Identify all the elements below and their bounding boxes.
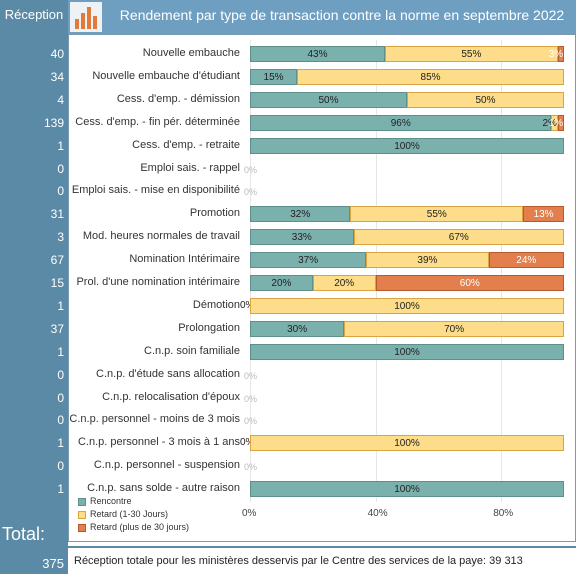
zero-value-label: 0% [244, 164, 258, 175]
category-label: Mod. heures normales de travail [82, 230, 240, 243]
zero-value-label: 0% [244, 462, 258, 473]
row-count: 1 [57, 298, 64, 313]
total-label: Total: [2, 524, 46, 544]
x-tick-label: 0% [242, 508, 257, 519]
row-count: 0 [57, 413, 64, 428]
bar-segment-3: 24% [488, 252, 564, 269]
footer-total-reception: Réception totale pour les ministères des… [68, 546, 576, 574]
row-count: 0 [57, 161, 64, 176]
category-label: Cess. d'emp. - retraite [132, 138, 240, 151]
row-count: 15 [50, 276, 64, 290]
gridline [375, 40, 377, 502]
bar-segment-1: 20% [250, 275, 313, 291]
category-label: Nomination Intérimaire [129, 253, 240, 266]
legend-swatch [78, 497, 86, 506]
row-count: 67 [50, 253, 64, 268]
category-label: Emploi sais. - mise en disponibilité [71, 184, 240, 197]
category-label: Prolongation [178, 321, 240, 334]
row-count: 0 [57, 390, 64, 405]
legend-swatch [78, 510, 86, 519]
row-count: 1 [57, 482, 64, 497]
category-label: C.n.p. personnel - moins de 3 mois [69, 413, 240, 426]
category-label: C.n.p. personnel - 3 mois à 1 ans [77, 436, 240, 449]
bar-segment-1: 50% [250, 91, 407, 108]
category-label: C.n.p. relocalisation d'époux [102, 390, 240, 403]
category-label: C.n.p. sans solde - autre raison [87, 482, 240, 495]
legend-swatch [78, 523, 86, 532]
zero-value-label: 0% [244, 393, 258, 404]
category-label: Cess. d'emp. - démission [116, 92, 240, 105]
left-count-column [0, 0, 68, 574]
legend-item: Rencontre [78, 496, 132, 506]
legend-item: Retard (plus de 30 jours) [78, 522, 189, 532]
x-tick-label: 80% [493, 508, 514, 519]
category-label: Prol. d'une nomination intérimaire [76, 276, 240, 288]
row-count: 1 [57, 344, 64, 359]
category-label: Emploi sais. - rappel [140, 161, 240, 174]
category-label: C.n.p. d'étude sans allocation [96, 367, 240, 380]
bar-segment-2: 39% [366, 252, 489, 269]
bar-segment-1: 15% [250, 68, 298, 85]
bar-segment-2: 50% [407, 91, 564, 108]
bar-segment-2: 85% [297, 68, 564, 85]
bar-segment-2: 55% [350, 206, 524, 223]
bar-segment-1: 0% [240, 298, 254, 314]
row-count: 139 [43, 115, 64, 130]
row-count: 3 [57, 230, 64, 245]
bar-segment-2: 55% [385, 46, 558, 62]
bar-segment-2: 70% [344, 320, 564, 337]
x-tick-label: 40% [367, 508, 388, 519]
bar-segment-1: 100% [250, 343, 564, 360]
zero-value-label: 0% [244, 187, 258, 198]
bar-segment-3: 3% [549, 46, 564, 62]
bar-segment-1: 30% [250, 320, 345, 337]
row-count: 31 [50, 207, 64, 222]
category-label: Nouvelle embauche d'étudiant [92, 69, 240, 82]
bar-segment-2: 100% [250, 297, 564, 314]
row-count: 37 [50, 321, 64, 336]
bar-segment-2: 100% [250, 435, 564, 452]
row-count: 4 [57, 92, 64, 107]
row-count: 0 [57, 184, 64, 199]
row-count: 1 [57, 436, 64, 451]
legend-item: Retard (1-30 Jours) [78, 509, 168, 519]
bar-segment-1: 33% [250, 229, 354, 246]
bar-segment-1: 37% [250, 252, 367, 269]
total-count: 375 [42, 556, 64, 571]
category-label: C.n.p. soin familiale [144, 344, 240, 357]
zero-value-label: 0% [244, 370, 258, 381]
bar-segment-3: 13% [523, 206, 564, 223]
legend-label: Retard (1-30 Jours) [90, 509, 169, 519]
legend-label: Retard (plus de 30 jours) [90, 522, 190, 532]
reception-label: Réception [4, 7, 64, 22]
category-label: Démotion [192, 298, 240, 311]
page-title: Rendement par type de transaction contre… [119, 7, 565, 23]
category-label: Nouvelle embauche [142, 47, 240, 59]
row-count: 34 [50, 69, 64, 84]
gridline [250, 40, 251, 502]
category-label: Cess. d'emp. - fin pér. déterminée [75, 115, 240, 128]
zero-value-label: 0% [244, 416, 258, 427]
row-count: 0 [57, 367, 64, 382]
bar-segment-3: 1% [549, 114, 564, 131]
category-label: C.n.p. personnel - suspension [93, 459, 240, 472]
bar-segment-1: 96% [250, 114, 552, 131]
bar-segment-1: 100% [250, 137, 564, 154]
category-label: Promotion [189, 207, 240, 220]
row-count: 0 [57, 459, 64, 474]
bar-segment-1: 0% [240, 435, 254, 451]
row-count: 40 [50, 47, 64, 61]
bar-segment-1: 32% [250, 206, 351, 223]
bar-segment-1: 100% [250, 481, 564, 498]
row-count: 1 [57, 138, 64, 153]
legend-label: Rencontre [90, 496, 132, 506]
bar-chart-icon [70, 2, 102, 32]
bar-segment-2: 67% [353, 229, 564, 246]
gridline [501, 40, 503, 502]
bar-segment-1: 43% [250, 46, 386, 62]
bar-segment-2: 20% [312, 275, 376, 291]
bar-segment-3: 60% [375, 275, 564, 291]
header-bar [68, 0, 576, 34]
